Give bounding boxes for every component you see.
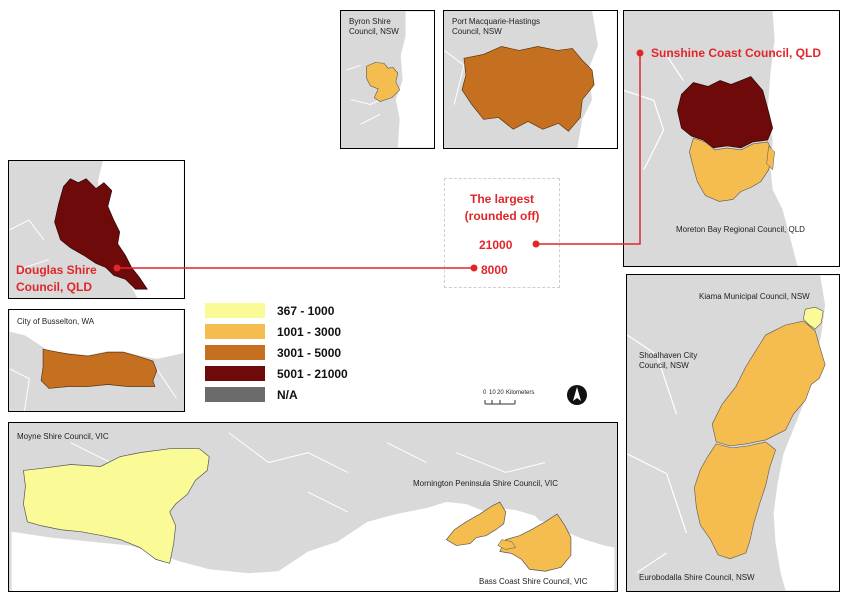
byron-shire-region[interactable] [366, 62, 401, 102]
douglas-inset [8, 160, 185, 299]
legend-item: 1001 - 3000 [205, 323, 405, 341]
byron-label: Byron Shire Council, NSW [349, 17, 399, 36]
moyne-region[interactable] [23, 448, 210, 564]
byron-inset: Byron Shire Council, NSW [340, 10, 435, 149]
kiama-label: Kiama Municipal Council, NSW [699, 292, 810, 301]
scale-bar-graphic [484, 400, 516, 405]
sunshine-coast-label: Sunshine Coast Council, QLD [651, 46, 822, 60]
busselton-label: City of Busselton, WA [17, 317, 95, 326]
largest-callout: The largest (rounded off) [444, 178, 560, 288]
scale-tick-10: 10 [489, 390, 496, 396]
shoalhaven-region[interactable] [711, 320, 826, 447]
moyne-label: Moyne Shire Council, VIC [17, 432, 109, 441]
moreton-bay-region[interactable] [689, 137, 773, 202]
mornington-region[interactable] [445, 501, 507, 546]
byron-map [341, 11, 434, 148]
victoria-inset: Moyne Shire Council, VIC Mornington Peni… [8, 422, 618, 592]
legend-label: 1001 - 3000 [277, 325, 342, 339]
legend-swatch [205, 324, 265, 339]
nsw-south-coast-map [627, 275, 839, 591]
phillip-island [497, 539, 516, 550]
eurobodalla-region[interactable] [694, 441, 776, 560]
port-macquarie-label: Port Macquarie-Hastings Council, NSW [452, 17, 541, 36]
busselton-map [9, 310, 184, 411]
eurobodalla-label: Eurobodalla Shire Council, NSW [639, 573, 755, 582]
moreton-bay-label: Moreton Bay Regional Council, QLD [676, 225, 805, 234]
busselton-region[interactable] [40, 348, 158, 389]
sunshine-moreton-inset: Moreton Bay Regional Council, QLD [623, 10, 840, 267]
legend-label: N/A [277, 388, 298, 402]
sunshine-coast-region[interactable] [677, 76, 773, 149]
scale-unit: Kilometers [506, 390, 535, 396]
legend-item: 3001 - 5000 [205, 344, 405, 362]
legend-item: N/A [205, 386, 405, 404]
kiama-region[interactable] [803, 306, 824, 330]
sunshine-value: 21000 [479, 238, 513, 252]
legend-swatch [205, 366, 265, 381]
douglas-value: 8000 [481, 263, 508, 277]
douglas-map [9, 161, 184, 298]
legend-swatch [205, 345, 265, 360]
douglas-shire-region[interactable] [54, 178, 148, 290]
shoalhaven-label: Shoalhaven City Council, NSW [639, 351, 698, 370]
busselton-inset: City of Busselton, WA [8, 309, 185, 412]
legend-item: 367 - 1000 [205, 302, 405, 320]
victoria-map [11, 423, 615, 591]
scale-bar: 0 10 20 Kilometers [483, 388, 563, 415]
nsw-south-coast-inset: Kiama Municipal Council, NSW Shoalhaven … [626, 274, 840, 592]
port-macquarie-inset: Port Macquarie-Hastings Council, NSW [443, 10, 618, 149]
legend-label: 367 - 1000 [277, 304, 335, 318]
sunshine-moreton-map [624, 11, 839, 266]
callout-title: The largest (rounded off) [464, 192, 540, 223]
legend-swatch [205, 303, 265, 318]
mornington-label: Mornington Peninsula Shire Council, VIC [413, 479, 558, 488]
north-arrow-icon [566, 384, 588, 411]
bribie-island [766, 145, 775, 171]
scale-tick-0: 0 [483, 390, 487, 396]
legend-label: 5001 - 21000 [277, 367, 348, 381]
scale-tick-20: 20 [497, 390, 504, 396]
bass-coast-label: Bass Coast Shire Council, VIC [479, 577, 588, 586]
legend-item: 5001 - 21000 [205, 365, 405, 383]
douglas-shire-label: Douglas Shire Council, QLD [16, 263, 97, 294]
legend-label: 3001 - 5000 [277, 346, 342, 360]
legend-swatch [205, 387, 265, 402]
bass-coast-region[interactable] [499, 513, 572, 572]
